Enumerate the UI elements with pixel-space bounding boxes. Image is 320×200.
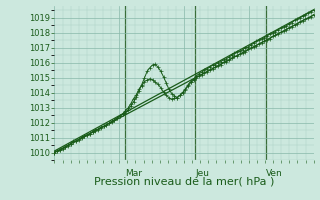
Text: Jeu: Jeu	[196, 169, 209, 178]
X-axis label: Pression niveau de la mer( hPa ): Pression niveau de la mer( hPa )	[94, 177, 274, 187]
Text: Mar: Mar	[125, 169, 142, 178]
Text: Ven: Ven	[266, 169, 283, 178]
